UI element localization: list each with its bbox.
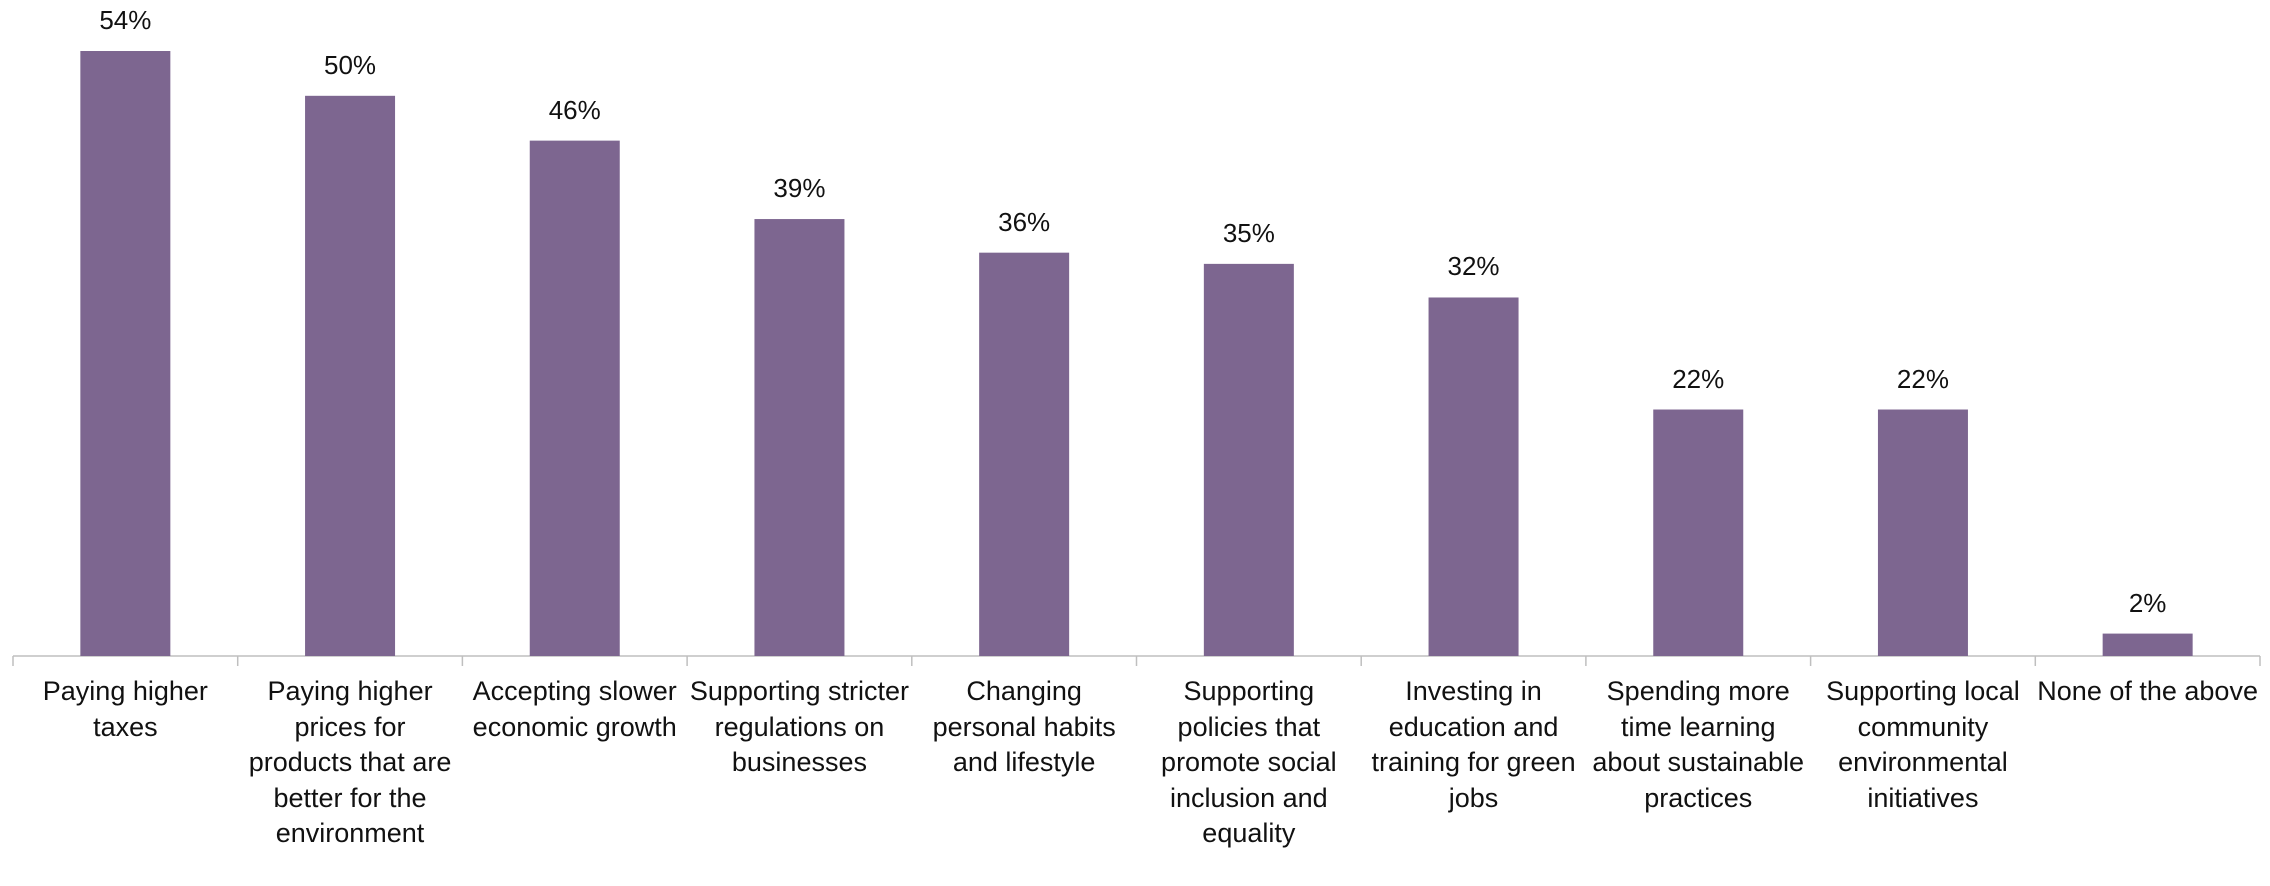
x-tick-label: Paying higher taxes	[42, 676, 208, 742]
bar	[2102, 633, 2193, 656]
x-tick-label: Accepting slower economic growth	[472, 676, 677, 742]
bar	[80, 51, 171, 656]
value-label: 50%	[324, 49, 377, 80]
x-tick-label: Supporting stricter regulations on busin…	[689, 676, 909, 777]
value-label: 54%	[99, 5, 152, 35]
value-label: 35%	[1222, 217, 1275, 248]
value-label: 2%	[2128, 587, 2167, 618]
x-tick-label: Supporting local community environmental…	[1826, 676, 2020, 813]
bar	[1877, 409, 1968, 656]
value-label: 22%	[1896, 363, 1949, 394]
x-tick-label: Investing in education and training for …	[1371, 676, 1576, 813]
bar	[1428, 297, 1519, 656]
bar	[529, 140, 620, 656]
x-tick-label: Paying higher prices for products that a…	[248, 676, 452, 848]
value-label: 39%	[773, 173, 826, 204]
x-tick-label: Spending more time learning about sustai…	[1592, 676, 1805, 813]
bar	[754, 219, 845, 657]
x-tick-label: Supporting policies that promote social …	[1161, 676, 1337, 848]
x-tick-label: Changing personal habits and lifestyle	[932, 676, 1116, 777]
value-label: 32%	[1447, 251, 1500, 282]
value-label: 46%	[548, 94, 601, 125]
value-label: 22%	[1672, 363, 1725, 394]
bar	[1203, 263, 1294, 656]
value-label: 36%	[998, 206, 1051, 237]
x-tick-label: None of the above	[2037, 676, 2258, 706]
bar	[305, 95, 396, 656]
bar	[979, 252, 1070, 656]
bar	[1653, 409, 1744, 656]
